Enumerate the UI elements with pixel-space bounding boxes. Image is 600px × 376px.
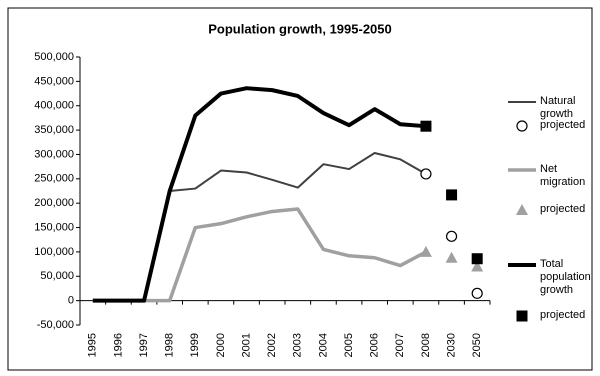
marker-square [471,253,483,265]
y-tick-label: 200,000 [34,197,74,209]
marker-square [420,120,432,132]
marker-square [446,189,458,201]
x-tick-label: 1995 [87,333,99,357]
x-tick-label: 1999 [189,333,201,357]
y-tick-label: 50,000 [40,270,74,282]
marker-triangle [516,204,528,215]
legend-label: projected [540,203,586,215]
y-tick-label: 300,000 [34,148,74,160]
legend-label: Natural growth [540,95,576,120]
y-tick-label: 0 [68,295,74,307]
x-tick-label: 2000 [215,333,227,357]
marker-triangle [445,251,458,263]
x-tick-label: 2005 [343,333,355,357]
legend-label: Total population growth [540,258,591,296]
marker-triangle [419,245,432,257]
chart-frame [7,7,593,371]
x-tick-label: 2002 [266,333,278,357]
marker-circle [471,287,483,299]
x-tick-label: 1998 [164,333,176,357]
y-tick-label: 350,000 [34,124,74,136]
x-tick-label: 2008 [420,333,432,357]
legend-label: projected [540,119,586,131]
x-tick-label: 2004 [317,333,329,357]
marker-circle [516,120,528,132]
series-line [92,86,427,303]
marker-triangle [471,260,484,272]
legend-label: Net migration [540,163,586,188]
y-tick-label: 450,000 [34,75,74,87]
marker-circle [445,230,458,242]
y-tick-label: -50,000 [37,319,74,331]
legend-label: projected [540,309,586,321]
y-tick-label: 100,000 [34,246,74,258]
x-tick-label: 1997 [138,333,150,357]
series-line [92,207,427,303]
x-tick-label: 2001 [240,333,252,357]
y-tick-label: 150,000 [34,221,74,233]
x-tick-label: 2003 [292,333,304,357]
x-tick-label: 2007 [394,333,406,357]
x-tick-label: 1996 [112,333,124,357]
x-tick-label: 2050 [471,333,483,357]
x-tick-label: 2006 [369,333,381,357]
y-tick-label: 500,000 [34,51,74,63]
marker-square [516,310,528,322]
x-tick-label: 2030 [445,333,457,357]
y-tick-label: 400,000 [34,100,74,112]
y-tick-label: 250,000 [34,173,74,185]
chart-title: Population growth, 1995-2050 [208,21,392,36]
marker-circle [420,168,432,180]
